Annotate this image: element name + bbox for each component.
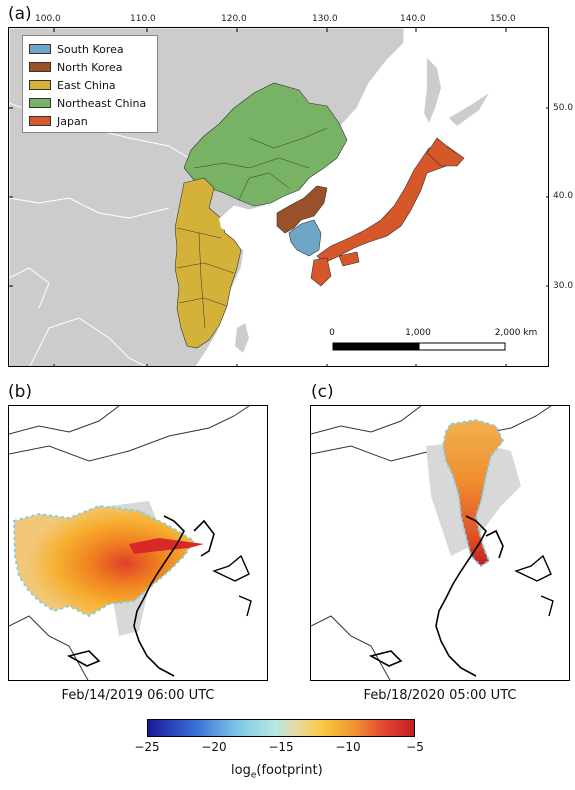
legend-label: East China: [57, 78, 116, 92]
island-coast: [212, 554, 250, 582]
region-east-china: [174, 177, 242, 349]
region-japan-shikoku: [338, 251, 360, 267]
lon-tick-120: 120.0: [221, 14, 247, 24]
taiwan-land: [235, 323, 249, 353]
footprint-plume: [441, 418, 505, 568]
legend-item: Northeast China: [29, 94, 151, 112]
scale-label-1000: 1,000: [405, 328, 431, 338]
panel-b-map: [8, 405, 268, 681]
panel-c-caption: Feb/18/2020 05:00 UTC: [363, 688, 517, 703]
footprint-plume: [12, 504, 196, 618]
gulf-water: [219, 213, 239, 233]
island-coast: [540, 595, 554, 617]
region-south-korea: [288, 219, 322, 257]
country-border: [9, 267, 50, 309]
lon-tick-100: 100.0: [35, 14, 61, 24]
country-border: [9, 615, 89, 680]
legend-swatch-east-china: [29, 80, 51, 90]
lat-tick-40: 40.0: [553, 191, 574, 201]
lon-tick-130: 130.0: [312, 14, 338, 24]
legend-item: North Korea: [29, 58, 151, 76]
colorbar-tick: −20: [201, 740, 227, 754]
colorbar: [147, 719, 415, 737]
province-border: [238, 172, 290, 201]
colorbar-tick: −15: [268, 740, 294, 754]
scale-bar-black: [332, 342, 420, 351]
colorbar-label-sub: e: [250, 770, 257, 781]
island-coast: [238, 595, 252, 617]
lat-tick-50: 50.0: [553, 103, 574, 113]
footprint-map-c: [311, 406, 554, 680]
panel-b-label: (b): [8, 382, 33, 402]
lon-tick-150: 150.0: [490, 14, 516, 24]
legend-item: East China: [29, 76, 151, 94]
colorbar-label-rest: (footprint): [256, 763, 323, 778]
colorbar-label-main: log: [231, 763, 251, 778]
province-border: [178, 297, 228, 307]
lon-tick-140: 140.0: [400, 14, 426, 24]
region-north-korea: [276, 185, 328, 234]
legend-swatch-north-korea: [29, 62, 51, 72]
coastline: [435, 515, 487, 677]
panel-a-label: (a): [8, 4, 32, 24]
province-border: [198, 232, 206, 329]
region-japan-hokkaido: [426, 137, 465, 167]
legend-swatch-japan: [29, 116, 51, 126]
axis-tick-marks: [9, 28, 548, 366]
lat-tick-30: 30.0: [553, 281, 574, 291]
scale-label-0: 0: [329, 328, 335, 338]
coastline: [485, 529, 504, 559]
province-border: [176, 262, 235, 274]
region-japan-kyushu: [310, 257, 332, 287]
country-border: [29, 317, 147, 366]
region-japan: [316, 145, 462, 264]
footprint-map-b: [9, 406, 252, 680]
country-border: [311, 406, 422, 435]
coastline: [133, 515, 185, 677]
country-border: [9, 197, 170, 219]
province-border: [193, 157, 310, 169]
footprint-streak: [129, 538, 204, 554]
sakhalin-land: [424, 58, 441, 123]
legend-label: Japan: [57, 114, 88, 128]
island-coast: [514, 554, 552, 582]
legend-swatch-south-korea: [29, 44, 51, 54]
island-coast: [368, 650, 403, 667]
colorbar-tick: −25: [134, 740, 160, 754]
island-coast: [66, 650, 101, 667]
panel-b-caption: Feb/14/2019 06:00 UTC: [61, 688, 215, 703]
kuril-land: [449, 93, 489, 126]
country-border: [9, 406, 120, 435]
scale-label-2000: 2,000 km: [494, 328, 538, 338]
legend-swatch-northeast-china: [29, 98, 51, 108]
panel-c-map: [310, 405, 570, 681]
panel-a-map: [8, 27, 549, 367]
legend-label: South Korea: [57, 42, 124, 56]
colorbar-tick: −10: [335, 740, 361, 754]
legend-label: Northeast China: [57, 96, 147, 110]
coastline: [193, 519, 215, 557]
legend-item: Japan: [29, 112, 151, 130]
panel-c-label: (c): [311, 382, 334, 402]
scale-bar-white: [418, 342, 506, 351]
colorbar-tick: −5: [406, 740, 424, 754]
region-legend: South Korea North Korea East China North…: [22, 35, 158, 133]
legend-label: North Korea: [57, 60, 123, 74]
country-border: [311, 615, 391, 680]
country-border: [9, 406, 250, 462]
province-border: [248, 127, 328, 149]
colorbar-label: loge(footprint): [231, 763, 323, 781]
lon-tick-110: 110.0: [130, 14, 156, 24]
legend-item: South Korea: [29, 40, 151, 58]
